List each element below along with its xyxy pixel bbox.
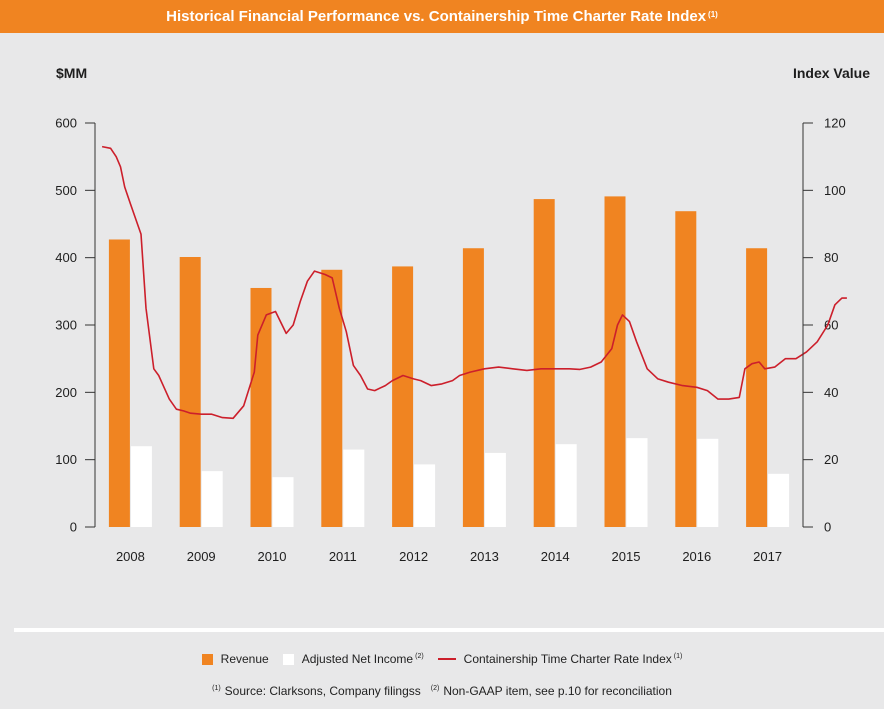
index-line <box>101 145 847 420</box>
revenue-bar <box>179 256 201 527</box>
y-right-tick-label: 0 <box>824 520 831 535</box>
legend-item-net-income: Adjusted Net Income (2) <box>282 652 424 666</box>
footnote-source: Source: Clarksons, Company filingss <box>224 684 421 698</box>
y-right-tick-label: 60 <box>824 318 838 333</box>
revenue-bar <box>675 211 697 527</box>
chart-title: Historical Financial Performance vs. Con… <box>166 8 707 25</box>
net-income-bar <box>414 464 436 527</box>
net-income-bar <box>484 452 506 527</box>
legend-item-index: Containership Time Charter Rate Index (1) <box>437 652 683 666</box>
y-right-tick-label: 80 <box>824 250 838 265</box>
y-right-axis-label: Index Value <box>793 65 870 81</box>
x-tick-label: 2011 <box>329 549 357 564</box>
x-axis-labels: 2008 2009 2010 2011 2012 2013 2014 2015 2016 2017 <box>116 549 782 564</box>
y-left-tick-label: 500 <box>55 183 77 198</box>
revenue-bar <box>108 239 130 527</box>
revenue-bar <box>746 248 768 528</box>
x-tick-label: 2008 <box>116 549 145 564</box>
revenue-bar <box>533 199 555 527</box>
revenue-bar <box>250 287 272 527</box>
x-tick-label: 2016 <box>682 549 711 564</box>
y-right-tick-label: 40 <box>824 385 838 400</box>
source-footnote: (1) Source: Clarksons, Company filingss (… <box>212 684 672 698</box>
x-tick-label: 2013 <box>470 549 499 564</box>
legend-label-revenue: Revenue <box>220 652 269 666</box>
legend: Revenue Adjusted Net Income (2) Container… <box>0 650 884 668</box>
revenue-bar <box>462 248 484 528</box>
legend-swatch-revenue <box>201 653 213 665</box>
x-tick-label: 2015 <box>612 549 641 564</box>
y-right-ticks: 0 20 40 60 80 100 120 <box>803 116 846 535</box>
footnote-non-gaap: Non-GAAP item, see p.10 for reconciliati… <box>443 684 672 698</box>
y-right-tick-label: 120 <box>824 116 846 131</box>
net-income-bar <box>768 473 790 527</box>
y-left-tick-label: 400 <box>55 250 77 265</box>
net-income-bar <box>272 477 294 527</box>
net-income-bar <box>130 446 152 527</box>
y-left-tick-label: 0 <box>70 520 77 535</box>
net-income-bar <box>555 444 577 527</box>
y-left-tick-label: 200 <box>55 385 77 400</box>
chart-title-bar: Historical Financial Performance vs. Con… <box>0 0 884 33</box>
legend-label-index: Containership Time Charter Rate Index (1) <box>463 652 683 666</box>
chart-title-footnote-mark: (1) <box>708 10 718 19</box>
chart-plot: $MM Index Value 0 100 200 300 400 500 600 0 20 4… <box>55 65 870 564</box>
legend-swatch-index <box>437 658 456 660</box>
net-income-bar <box>343 449 365 527</box>
net-income-bar <box>201 471 223 527</box>
x-tick-label: 2017 <box>753 549 782 564</box>
legend-item-revenue: Revenue <box>201 652 269 666</box>
y-right-tick-label: 100 <box>824 183 846 198</box>
y-right-tick-label: 20 <box>824 452 838 467</box>
revenue-bar <box>321 269 343 527</box>
y-left-ticks: 0 100 200 300 400 500 600 <box>55 116 95 535</box>
x-tick-label: 2014 <box>541 549 570 564</box>
y-left-tick-label: 300 <box>55 318 77 333</box>
bar-series <box>108 196 790 528</box>
y-left-axis-label: $MM <box>56 65 87 81</box>
y-left-tick-label: 100 <box>55 452 77 467</box>
revenue-bar <box>604 196 626 528</box>
x-tick-label: 2012 <box>399 549 428 564</box>
y-left-tick-label: 600 <box>55 116 77 131</box>
revenue-bar <box>392 266 414 527</box>
net-income-bar <box>626 438 648 527</box>
section-divider <box>14 628 884 632</box>
x-tick-label: 2009 <box>187 549 216 564</box>
net-income-bar <box>697 438 719 527</box>
legend-swatch-net-income <box>282 653 294 665</box>
legend-label-net-income: Adjusted Net Income (2) <box>301 652 424 666</box>
x-tick-label: 2010 <box>258 549 287 564</box>
